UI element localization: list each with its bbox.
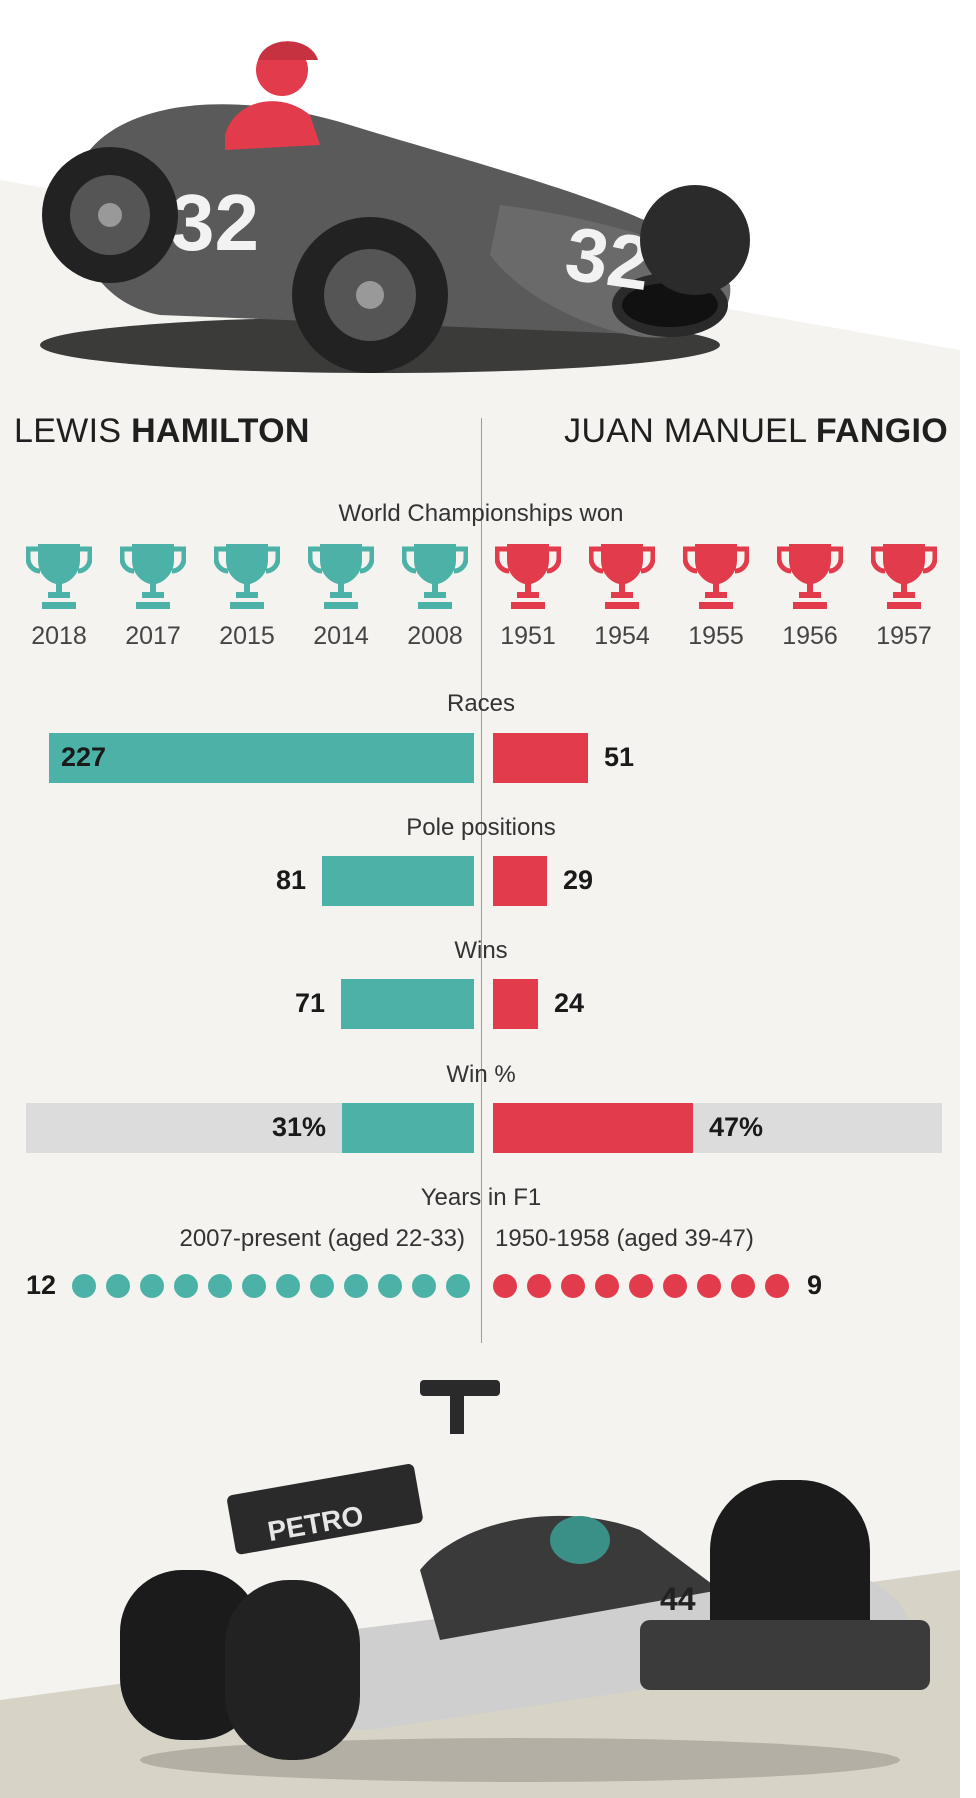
year-dot-hamilton xyxy=(276,1274,300,1298)
trophy-icon xyxy=(494,540,562,610)
year-dot-hamilton xyxy=(140,1274,164,1298)
year-dot-hamilton xyxy=(242,1274,266,1298)
poles-value-fangio: 29 xyxy=(563,865,594,895)
win_pct-bar-fangio xyxy=(493,1103,693,1153)
trophy-icon xyxy=(870,540,938,610)
poles-value-hamilton: 81 xyxy=(275,865,306,895)
year-dot-hamilton xyxy=(106,1274,130,1298)
year-dot-fangio xyxy=(697,1274,721,1298)
wins-value-fangio: 24 xyxy=(554,988,585,1018)
fangio-year-label: 1956 xyxy=(782,622,838,650)
races-bar-fangio xyxy=(493,733,588,783)
fangio-year-label: 1954 xyxy=(594,622,650,650)
year-dot-hamilton xyxy=(72,1274,96,1298)
wins-value-hamilton: 71 xyxy=(294,988,325,1018)
hamilton-year-label: 2014 xyxy=(313,622,369,650)
races-value-fangio: 51 xyxy=(604,742,635,772)
win_pct-value-hamilton: 31% xyxy=(271,1112,326,1142)
trophy-icon xyxy=(307,540,375,610)
trophy-icon xyxy=(401,540,469,610)
trophy-icon xyxy=(776,540,844,610)
year-dot-fangio xyxy=(629,1274,653,1298)
championships-title: World Championships won xyxy=(338,500,624,527)
win_pct-bar-hamilton xyxy=(342,1103,474,1153)
vintage-car-image: 32 32 xyxy=(40,41,750,373)
year-dot-hamilton xyxy=(310,1274,334,1298)
svg-text:32: 32 xyxy=(170,178,259,267)
poles-bar-fangio xyxy=(493,856,547,906)
trophy-icon xyxy=(119,540,187,610)
trophy-icon xyxy=(213,540,281,610)
hamilton-years-span: 2007-present (aged 22-33) xyxy=(179,1225,465,1252)
hamilton-year-label: 2018 xyxy=(31,622,87,650)
modern-car-image: PETRO 44 xyxy=(120,1380,930,1782)
year-dot-hamilton xyxy=(208,1274,232,1298)
trophy-icon xyxy=(25,540,93,610)
races-bar-hamilton xyxy=(49,733,474,783)
last-name: FANGIO xyxy=(815,412,948,450)
hamilton-year-label: 2015 xyxy=(219,622,275,650)
poles-title: Pole positions xyxy=(406,814,556,841)
year-dot-hamilton xyxy=(174,1274,198,1298)
year-dot-fangio xyxy=(493,1274,517,1298)
poles-bar-hamilton xyxy=(322,856,474,906)
year-dot-hamilton xyxy=(446,1274,470,1298)
year-dot-fangio xyxy=(731,1274,755,1298)
races-title: Races xyxy=(446,690,516,717)
years-value-hamilton: 12 xyxy=(26,1270,57,1300)
last-name: HAMILTON xyxy=(131,412,310,450)
driver-name-hamilton: LEWIS HAMILTON xyxy=(14,412,310,451)
year-dot-hamilton xyxy=(378,1274,402,1298)
wins-title: Wins xyxy=(454,937,508,964)
win_pct-value-fangio: 47% xyxy=(709,1112,764,1142)
years-value-fangio: 9 xyxy=(807,1270,823,1300)
year-dot-hamilton xyxy=(412,1274,436,1298)
year-dot-fangio xyxy=(527,1274,551,1298)
year-dot-fangio xyxy=(561,1274,585,1298)
hamilton-year-label: 2008 xyxy=(407,622,463,650)
first-name: JUAN MANUEL xyxy=(564,412,807,450)
year-dot-hamilton xyxy=(344,1274,368,1298)
win-pct-title: Win % xyxy=(446,1061,516,1088)
wins-bar-hamilton xyxy=(341,979,474,1029)
fangio-year-label: 1957 xyxy=(876,622,932,650)
center-divider xyxy=(481,418,482,1343)
first-name: LEWIS xyxy=(14,412,122,450)
races-value-hamilton: 227 xyxy=(61,742,107,772)
trophy-icon xyxy=(682,540,750,610)
driver-name-fangio: JUAN MANUEL FANGIO xyxy=(564,412,948,451)
fangio-years-span: 1950-1958 (aged 39-47) xyxy=(495,1225,754,1252)
hamilton-year-label: 2017 xyxy=(125,622,181,650)
wins-bar-fangio xyxy=(493,979,538,1029)
years-title: Years in F1 xyxy=(420,1184,542,1211)
trophy-icon xyxy=(588,540,656,610)
svg-text:32: 32 xyxy=(560,211,656,307)
fangio-year-label: 1955 xyxy=(688,622,744,650)
year-dot-fangio xyxy=(663,1274,687,1298)
year-dot-fangio xyxy=(765,1274,789,1298)
svg-text:44: 44 xyxy=(660,1581,696,1617)
fangio-year-label: 1951 xyxy=(500,622,556,650)
year-dot-fangio xyxy=(595,1274,619,1298)
